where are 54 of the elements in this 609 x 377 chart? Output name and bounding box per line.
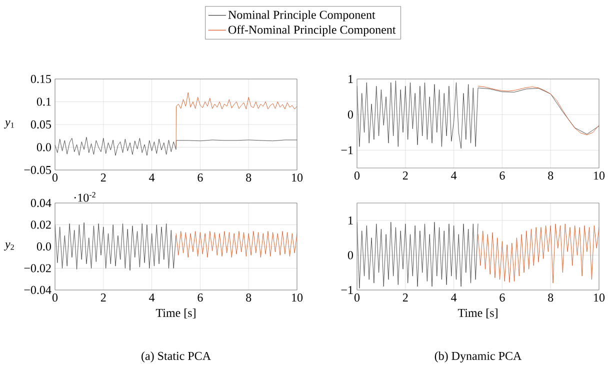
line-series [55, 222, 176, 271]
x-tick-label: 4 [451, 294, 457, 302]
x-tick-label: 6 [198, 294, 203, 302]
y-tick-label: −0.05 [24, 166, 52, 174]
y-tick-label: 0.0 [36, 143, 52, 152]
y-tick-label: 0.05 [30, 120, 52, 129]
x-tick-label: 0 [354, 294, 360, 302]
text: (b) Dynamic PCA [434, 352, 522, 362]
line-series [176, 92, 298, 148]
y-tick-label: 1 [348, 75, 353, 83]
x-axis-title: Time [s] [458, 308, 498, 318]
x-tick-label: 2 [402, 294, 408, 302]
x-tick-label: 8 [246, 174, 252, 182]
y-tick-label: −0.04 [24, 286, 52, 294]
x-tick-label: 4 [149, 174, 155, 182]
x-tick-label: 0 [354, 172, 360, 180]
y-tick-label: −1 [341, 286, 353, 294]
y-tick-label: 0.02 [30, 220, 51, 229]
x-tick-label: 4 [149, 294, 155, 302]
legend-label: Off-Nominal Principle Component [228, 25, 396, 36]
x-tick-label: 10 [594, 294, 605, 302]
x-tick-label: 10 [292, 174, 303, 182]
y-tick-label: 0.1 [36, 98, 51, 106]
y-tick-label: 1 [348, 216, 353, 224]
x-tick-label: 10 [594, 172, 605, 180]
x-tick-label: 0 [52, 174, 58, 182]
y-tick-label: −1 [341, 146, 353, 154]
y-axis-title: y$_{2}$ [4, 242, 14, 251]
x-tick-label: 6 [500, 172, 505, 180]
x-tick-label: 2 [100, 294, 106, 302]
y-tick-label: 0 [348, 110, 354, 119]
y-tick-label: 0 [348, 251, 354, 260]
x-tick-label: 2 [402, 172, 408, 180]
legend-label: Nominal Principle Component [228, 10, 376, 22]
x-tick-label: 0 [52, 294, 58, 302]
x-tick-label: 6 [500, 294, 505, 302]
x-tick-label: 8 [548, 172, 554, 180]
x-tick-label: 8 [548, 294, 554, 302]
x-tick-label: 10 [292, 294, 303, 302]
y-tick-label: 0.15 [30, 74, 52, 84]
x-tick-label: 4 [451, 172, 457, 180]
text: (a) Static PCA [142, 352, 211, 362]
text: ·10$^{-2}$ [74, 192, 96, 202]
y-tick-label: 0.0 [36, 242, 52, 251]
x-tick-label: 6 [198, 174, 203, 182]
x-tick-label: 2 [100, 174, 106, 182]
y-axis-title: y$_{1}$ [4, 120, 14, 129]
y-tick-label: −0.02 [24, 264, 51, 272]
line-series [478, 224, 600, 284]
y-tick-label: 0.04 [30, 198, 52, 208]
line-series [176, 231, 298, 258]
x-axis-title: Time [s] [156, 308, 196, 318]
x-tick-label: 8 [246, 294, 252, 302]
line-series [357, 222, 478, 288]
